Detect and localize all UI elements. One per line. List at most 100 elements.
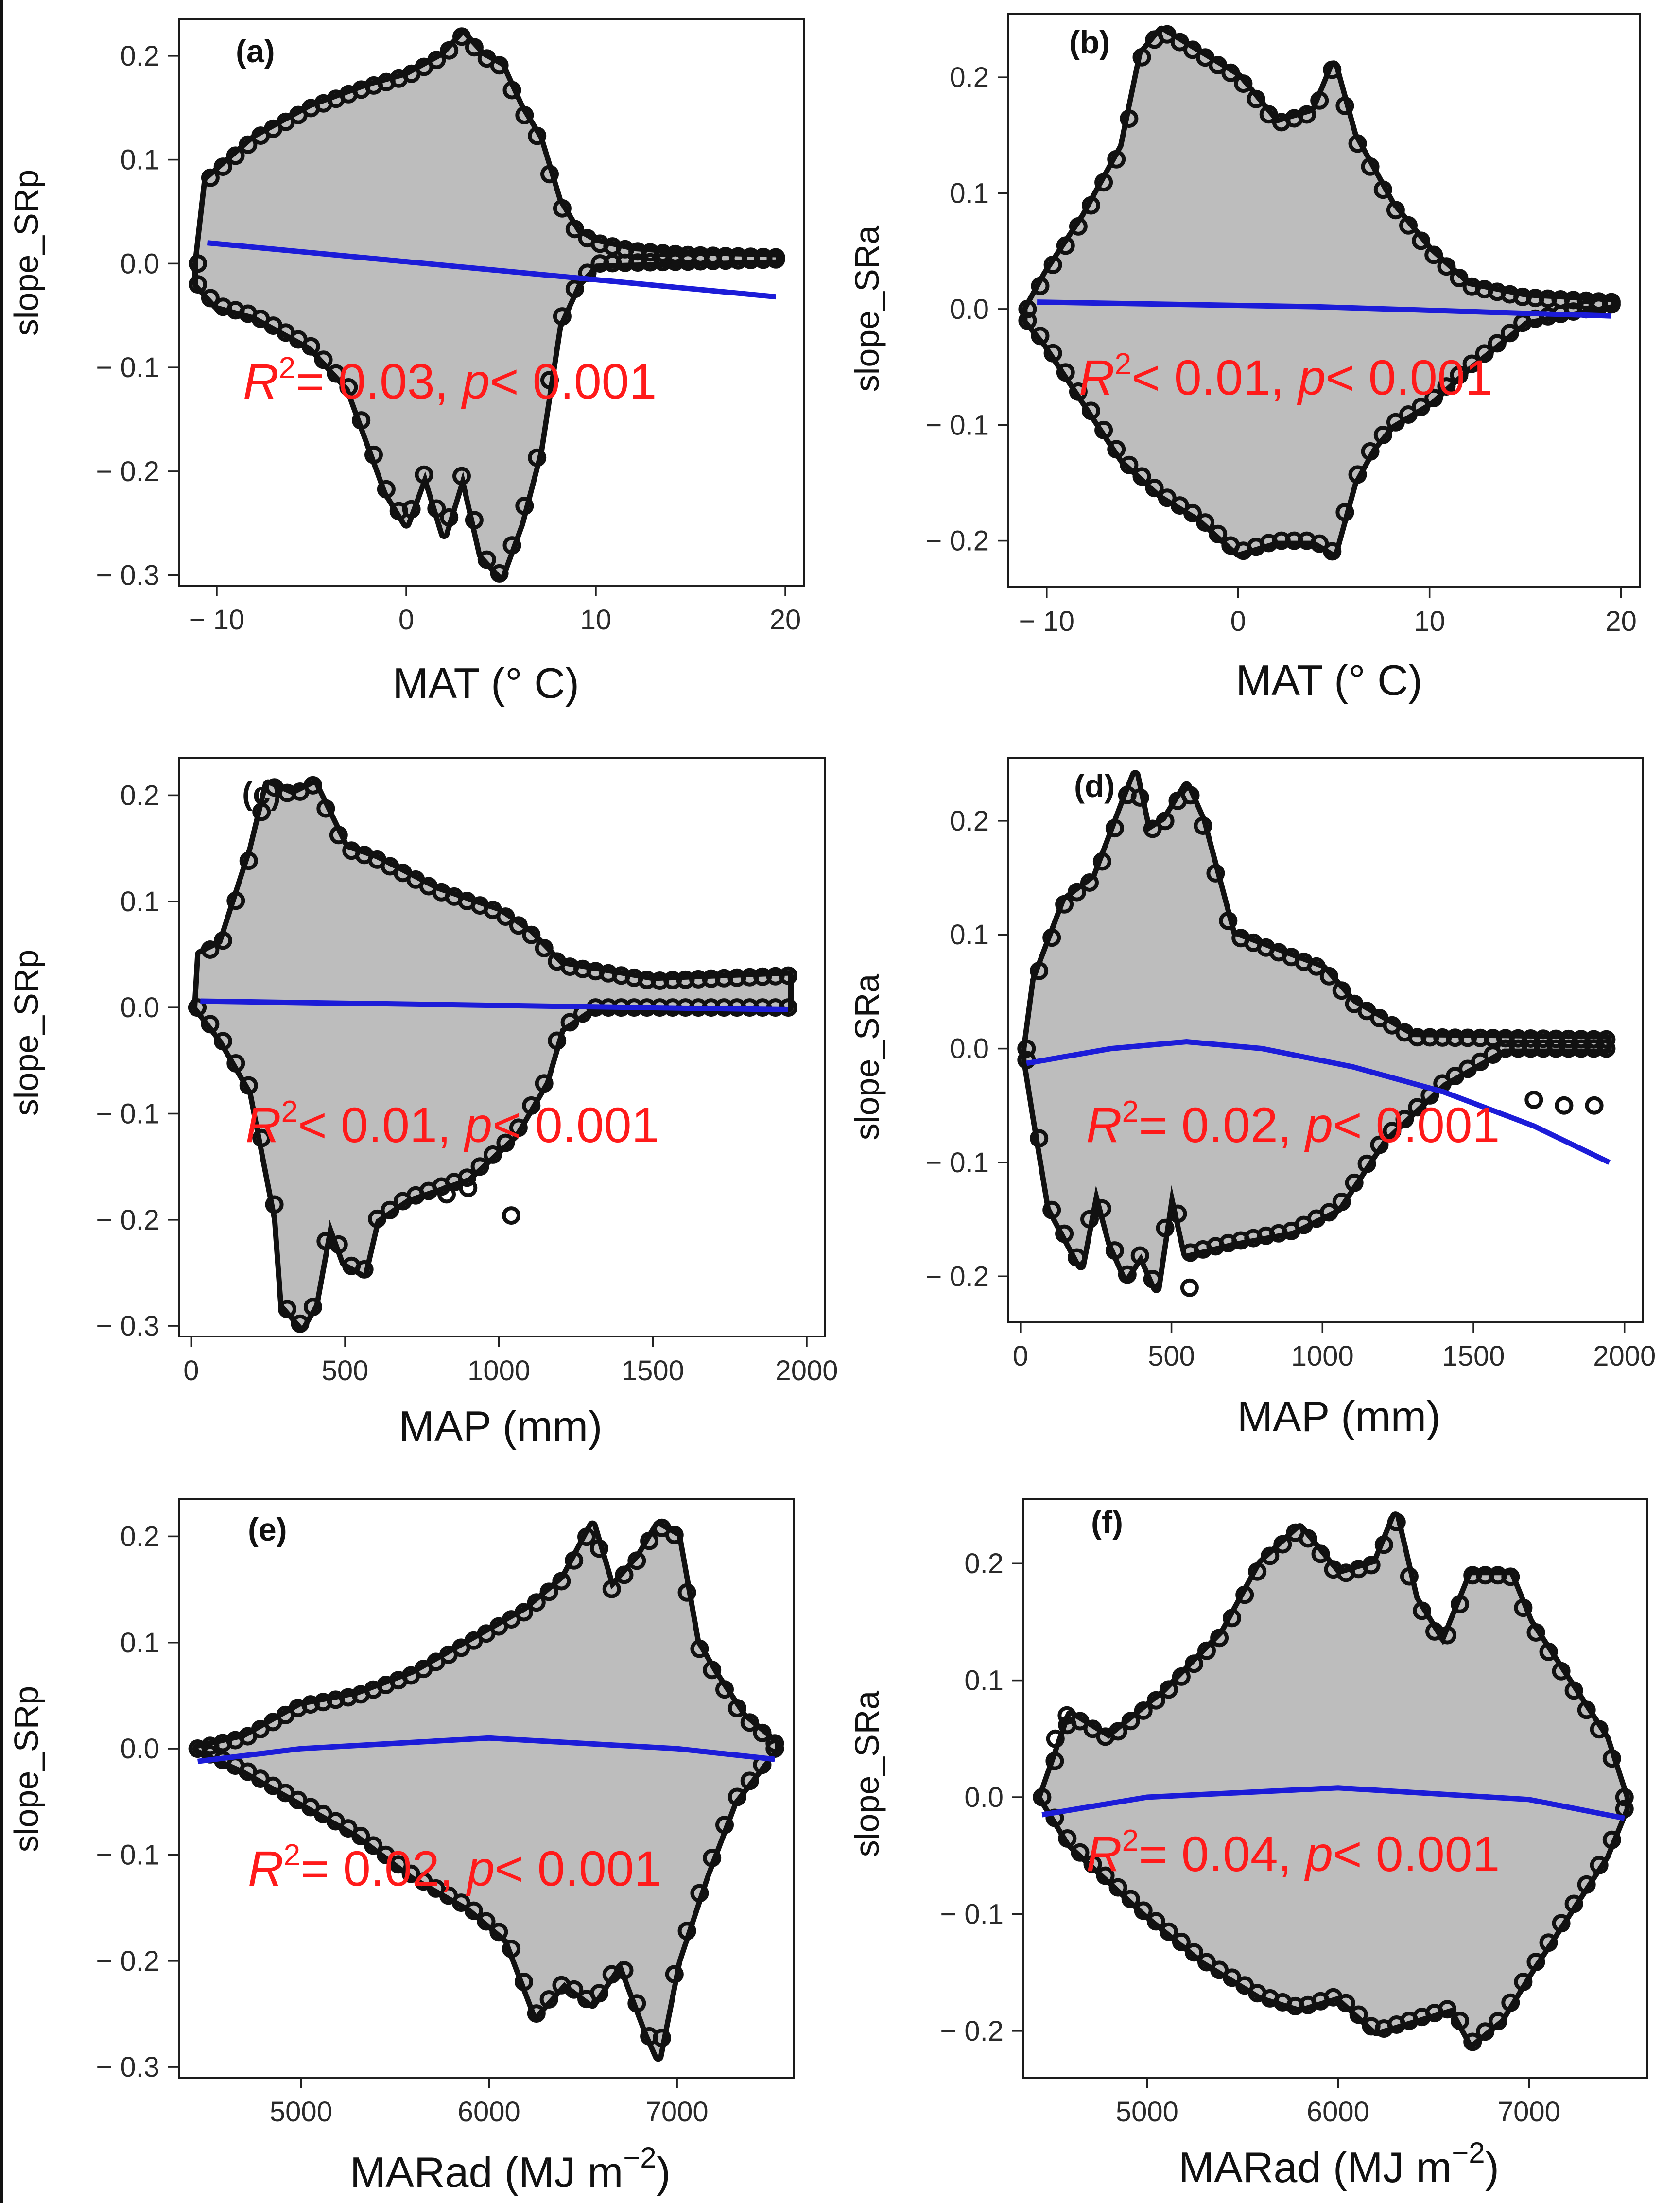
data-point	[1450, 365, 1469, 384]
data-point	[627, 1551, 646, 1570]
data-point	[1158, 25, 1177, 44]
data-point	[1489, 2012, 1507, 2030]
outlier-point	[1057, 1706, 1076, 1725]
data-point	[515, 1603, 533, 1622]
data-point	[1584, 1030, 1603, 1049]
data-point	[1219, 911, 1238, 930]
data-point	[1424, 245, 1443, 264]
x-tick-label: 5000	[1116, 2096, 1178, 2128]
data-point	[415, 465, 433, 484]
data-point	[1412, 398, 1431, 416]
x-tick-label: 1500	[622, 1355, 684, 1387]
fit-layer	[1037, 299, 1612, 319]
data-point	[665, 1526, 684, 1544]
data-point	[1577, 1875, 1596, 1894]
data-point	[201, 1015, 220, 1034]
data-point	[1248, 1562, 1267, 1581]
data-point	[1335, 503, 1354, 522]
data-point	[1194, 816, 1212, 835]
data-point	[213, 931, 232, 950]
y-tick-label: 0.1	[950, 177, 989, 209]
x-tick-label: 10	[580, 604, 612, 636]
y-tick-label: 0.2	[120, 1521, 159, 1552]
data-point	[766, 250, 785, 269]
data-point	[1120, 455, 1139, 474]
data-point	[1508, 1029, 1527, 1048]
data-point	[452, 27, 471, 46]
data-point	[1521, 1029, 1540, 1048]
data-point	[1336, 1994, 1355, 2012]
data-point	[1121, 1712, 1140, 1731]
data-point	[1261, 1546, 1280, 1565]
x-axis-label-exponent: −2	[623, 2141, 656, 2174]
p-separator: ,	[1278, 1097, 1306, 1153]
data-point	[1298, 105, 1316, 124]
data-point	[616, 253, 635, 272]
data-point	[1584, 1039, 1603, 1058]
data-point	[665, 1965, 684, 1984]
x-axis-label: MARad (MJ m−2)	[1178, 2136, 1499, 2191]
y-tick-label: − 0.1	[925, 1147, 989, 1179]
y-tick-label: 0.1	[120, 886, 159, 918]
data-point	[1413, 1601, 1431, 1620]
p-value: < 0.001	[1326, 350, 1492, 405]
data-point	[377, 480, 396, 499]
data-cloud	[1018, 25, 1621, 561]
x-axis-label: MAT (° C)	[1236, 656, 1422, 704]
p-separator: ,	[437, 1097, 465, 1153]
fit-line	[1026, 1039, 1611, 1165]
r2-value: = 0.02	[1139, 1097, 1278, 1153]
data-point	[715, 1680, 734, 1699]
data-point	[1030, 1129, 1049, 1148]
data-point	[1412, 231, 1431, 250]
data-point	[303, 1298, 322, 1317]
data-point	[401, 1864, 420, 1883]
data-point	[1395, 1110, 1414, 1128]
data-point	[1092, 1199, 1111, 1218]
data-point	[1118, 1265, 1137, 1284]
p-value: < 0.001	[495, 1841, 661, 1896]
x-axis-label: MARad (MJ m−2)	[350, 2141, 671, 2196]
data-point	[465, 38, 484, 57]
x-axis-label: MAP (mm)	[1237, 1392, 1441, 1440]
data-point	[1539, 1933, 1558, 1952]
data-point	[490, 56, 509, 75]
data-point	[753, 1723, 772, 1742]
data-point	[265, 1195, 284, 1214]
r2-value: = 0.04	[1139, 1826, 1278, 1882]
data-point	[1105, 1241, 1124, 1260]
data-point	[1134, 1901, 1153, 1920]
data-point	[470, 1157, 489, 1176]
data-point	[1310, 534, 1329, 553]
axes-layer: 0.2 0.1 0.0 − 0.1 − 0.2 − 0.3 − 10 0 10 20	[96, 40, 801, 636]
outlier-point	[1046, 1729, 1065, 1748]
data-point	[560, 1013, 579, 1032]
point-cloud-fill	[197, 784, 788, 1326]
data-point	[278, 1300, 296, 1318]
data-point	[1143, 819, 1162, 838]
data-point	[189, 275, 207, 294]
y-axis-label: slope_SRp	[7, 950, 45, 1116]
r2-annotation: R2< 0.01, p< 0.001	[1079, 347, 1492, 405]
data-point	[1130, 788, 1149, 807]
axes-layer: 0.2 0.1 0.0 − 0.1 − 0.2 0 500 1000 1500 2000	[925, 805, 1656, 1372]
outlier-point	[1524, 1091, 1543, 1109]
y-tick-label: 0.2	[964, 1548, 1004, 1579]
data-point	[1132, 467, 1151, 486]
y-tick-label: − 0.3	[96, 2051, 159, 2083]
outlier-point	[502, 1206, 520, 1225]
y-axis-label: slope_SRp	[7, 170, 45, 336]
axes-layer: 0.2 0.1 0.0 − 0.1 − 0.2 − 10 0 10 20	[925, 62, 1636, 637]
fit-line	[1037, 299, 1612, 319]
data-point	[1539, 1642, 1558, 1661]
data-point	[1108, 1722, 1127, 1741]
data-point	[615, 1565, 634, 1584]
data-point	[1018, 311, 1037, 330]
data-point	[502, 81, 521, 100]
x-tick-label: − 10	[1019, 606, 1075, 637]
data-point	[509, 1118, 528, 1137]
data-point	[628, 242, 647, 261]
data-point	[1273, 1535, 1292, 1554]
data-point	[477, 1912, 496, 1931]
data-point	[1310, 91, 1329, 110]
